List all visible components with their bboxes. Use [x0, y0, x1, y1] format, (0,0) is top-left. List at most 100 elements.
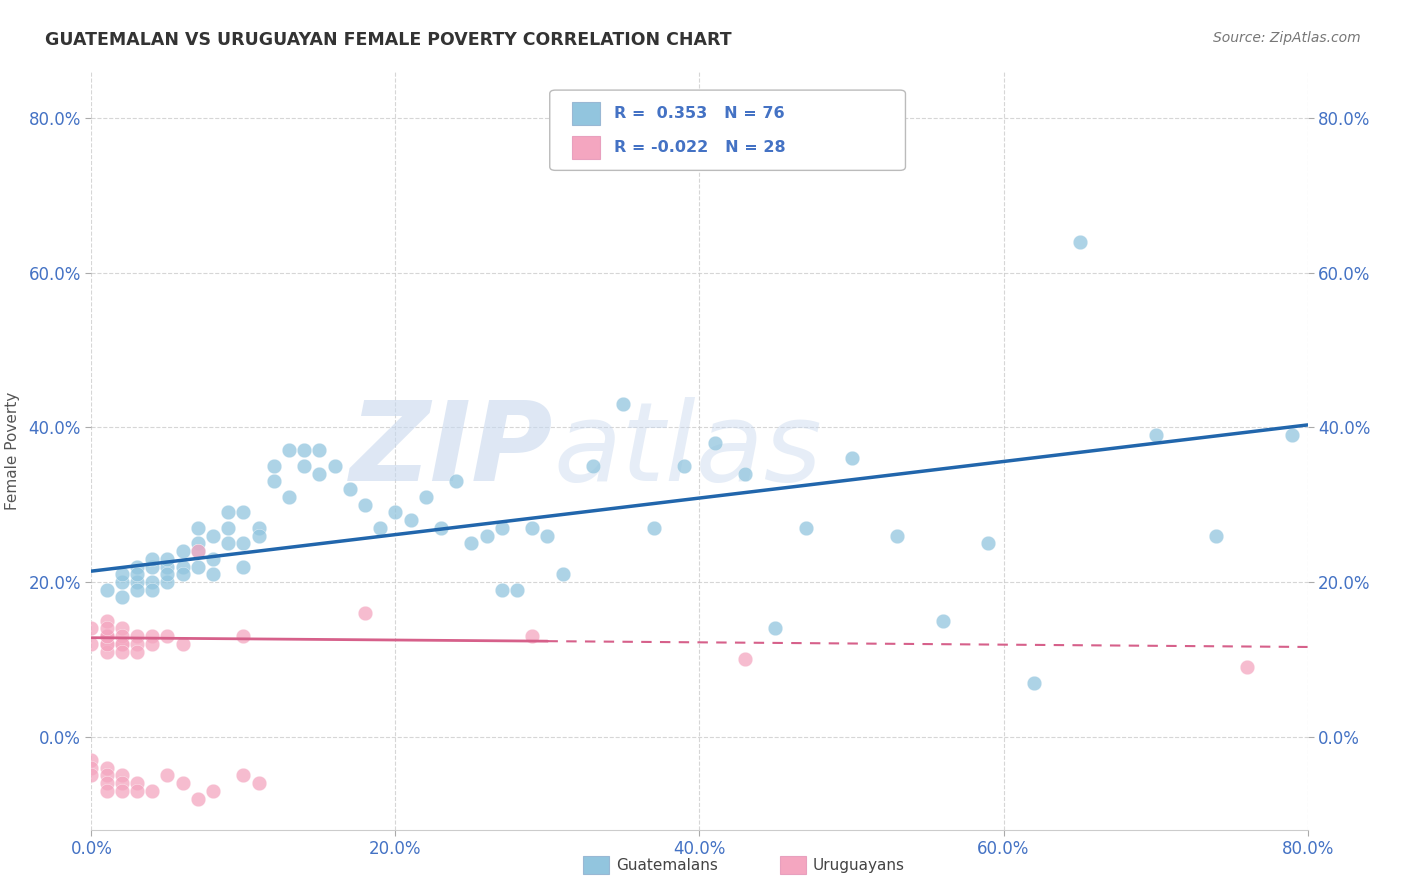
Point	[96, 761, 118, 775]
Point	[308, 467, 330, 481]
Point	[1069, 235, 1091, 249]
Point	[80, 761, 103, 775]
Point	[187, 544, 209, 558]
Point	[323, 458, 346, 473]
Point	[111, 637, 134, 651]
Text: atlas: atlas	[554, 397, 823, 504]
Point	[612, 397, 634, 411]
Point	[187, 791, 209, 805]
Point	[278, 443, 301, 458]
Text: Uruguayans: Uruguayans	[813, 858, 904, 872]
Text: Guatemalans: Guatemalans	[616, 858, 717, 872]
Point	[232, 559, 254, 574]
Point	[354, 498, 377, 512]
Point	[202, 784, 225, 798]
Point	[841, 451, 863, 466]
Point	[794, 521, 817, 535]
Point	[582, 458, 605, 473]
Point	[931, 614, 953, 628]
Point	[506, 582, 529, 597]
Point	[141, 559, 163, 574]
Point	[125, 582, 148, 597]
Point	[491, 582, 513, 597]
Point	[80, 621, 103, 635]
Point	[263, 458, 285, 473]
Point	[491, 521, 513, 535]
Point	[156, 551, 179, 566]
Point	[156, 559, 179, 574]
Point	[1022, 675, 1045, 690]
Point	[643, 521, 665, 535]
Point	[1205, 528, 1227, 542]
Point	[1281, 428, 1303, 442]
Point	[399, 513, 422, 527]
Point	[430, 521, 453, 535]
Point	[96, 637, 118, 651]
Point	[125, 776, 148, 790]
Y-axis label: Female Poverty: Female Poverty	[6, 392, 20, 509]
Point	[141, 582, 163, 597]
Point	[415, 490, 437, 504]
Point	[111, 591, 134, 605]
Point	[551, 567, 574, 582]
Point	[80, 753, 103, 767]
Point	[734, 652, 756, 666]
Point	[886, 528, 908, 542]
Point	[232, 536, 254, 550]
Point	[977, 536, 1000, 550]
Point	[522, 521, 544, 535]
Point	[125, 784, 148, 798]
Point	[96, 637, 118, 651]
Point	[141, 574, 163, 589]
Point	[125, 559, 148, 574]
Point	[80, 768, 103, 782]
Point	[96, 784, 118, 798]
Point	[96, 629, 118, 643]
Point	[673, 458, 696, 473]
Point	[96, 582, 118, 597]
Point	[217, 536, 239, 550]
Point	[187, 536, 209, 550]
Point	[247, 521, 270, 535]
Point	[172, 544, 194, 558]
Point	[111, 645, 134, 659]
Point	[96, 629, 118, 643]
Point	[156, 629, 179, 643]
Point	[125, 629, 148, 643]
Point	[187, 521, 209, 535]
Point	[1236, 660, 1258, 674]
Point	[111, 768, 134, 782]
Point	[141, 784, 163, 798]
Point	[111, 776, 134, 790]
Point	[232, 768, 254, 782]
Point	[522, 629, 544, 643]
Point	[444, 475, 467, 489]
Point	[111, 567, 134, 582]
Point	[125, 567, 148, 582]
Point	[765, 621, 787, 635]
Text: ZIP: ZIP	[350, 397, 554, 504]
Point	[80, 637, 103, 651]
Point	[172, 776, 194, 790]
Text: R = -0.022   N = 28: R = -0.022 N = 28	[614, 140, 786, 154]
Point	[172, 559, 194, 574]
Point	[96, 629, 118, 643]
Point	[292, 458, 315, 473]
Point	[247, 528, 270, 542]
Point	[278, 490, 301, 504]
Point	[96, 614, 118, 628]
Point	[217, 521, 239, 535]
Point	[96, 776, 118, 790]
Text: Source: ZipAtlas.com: Source: ZipAtlas.com	[1213, 31, 1361, 45]
Point	[354, 606, 377, 620]
Point	[292, 443, 315, 458]
Point	[156, 768, 179, 782]
Point	[111, 574, 134, 589]
Point	[460, 536, 482, 550]
Point	[703, 435, 725, 450]
Point	[384, 505, 406, 519]
Point	[125, 574, 148, 589]
Point	[111, 629, 134, 643]
Point	[156, 574, 179, 589]
Point	[111, 621, 134, 635]
